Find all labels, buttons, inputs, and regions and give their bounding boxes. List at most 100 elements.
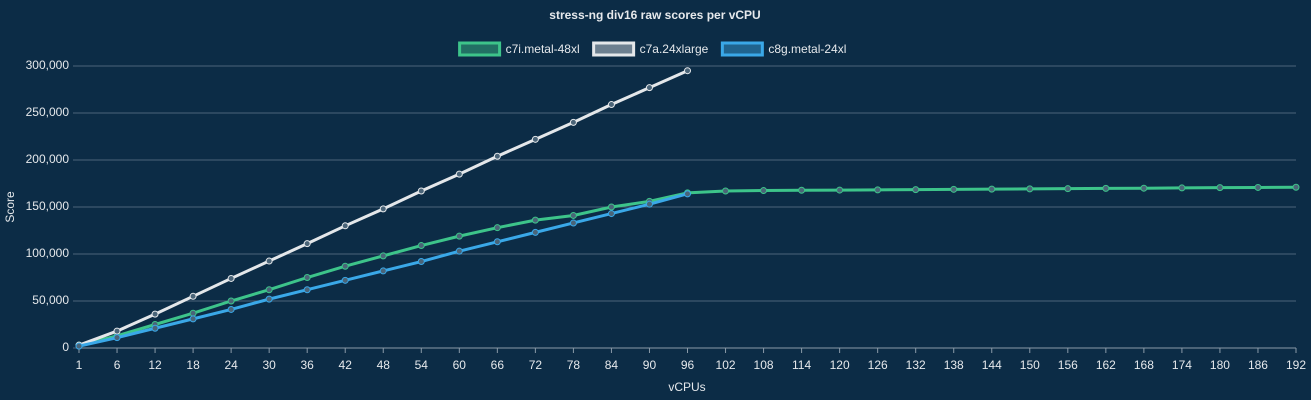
x-tick-label: 66 — [491, 358, 505, 372]
data-point — [1254, 183, 1262, 191]
data-point — [1292, 183, 1300, 191]
data-point — [569, 219, 577, 227]
x-tick-label: 36 — [301, 358, 315, 372]
x-tick-label: 168 — [1134, 358, 1154, 372]
x-tick-label: 192 — [1286, 358, 1306, 372]
data-point — [684, 190, 691, 198]
data-point — [798, 186, 806, 194]
x-tick-label: 54 — [415, 358, 429, 372]
x-tick-label: 138 — [944, 358, 964, 372]
data-point — [684, 67, 691, 75]
x-tick-label: 144 — [982, 358, 1002, 372]
data-point — [493, 238, 501, 246]
x-tick-label: 60 — [453, 358, 467, 372]
x-tick-label: 18 — [186, 358, 200, 372]
legend-swatch[interactable] — [592, 41, 636, 57]
data-point — [227, 297, 235, 305]
x-tick-label: 108 — [754, 358, 774, 372]
legend-swatch[interactable] — [720, 41, 764, 57]
data-point — [379, 252, 387, 260]
data-point — [912, 186, 920, 194]
data-point — [493, 152, 501, 160]
data-point — [151, 324, 159, 332]
data-point — [379, 267, 387, 275]
x-tick-label: 30 — [262, 358, 276, 372]
data-point — [760, 187, 768, 195]
x-tick-label: 78 — [567, 358, 581, 372]
legend-label[interactable]: c7i.metal-48xl — [506, 42, 580, 56]
legend-label[interactable]: c8g.metal-24xl — [768, 42, 846, 56]
data-point — [189, 292, 197, 300]
data-point — [417, 242, 425, 250]
data-point — [265, 257, 273, 265]
data-point — [379, 205, 387, 213]
data-point — [1064, 185, 1072, 193]
y-tick-label: 100,000 — [26, 246, 70, 260]
data-point — [722, 187, 730, 195]
x-tick-label: 84 — [605, 358, 619, 372]
data-point — [988, 185, 996, 193]
data-point — [836, 186, 844, 194]
data-point — [531, 228, 539, 236]
data-point — [265, 295, 273, 303]
data-point — [303, 240, 311, 248]
x-tick-label: 126 — [868, 358, 888, 372]
x-tick-label: 162 — [1096, 358, 1116, 372]
data-point — [531, 216, 539, 224]
data-point — [75, 342, 83, 350]
chart-title: stress-ng div16 raw scores per vCPU — [549, 8, 760, 22]
legend-label[interactable]: c7a.24xlarge — [640, 42, 709, 56]
x-tick-label: 96 — [681, 358, 695, 372]
x-tick-label: 1 — [76, 358, 83, 372]
data-point — [1140, 184, 1148, 192]
data-point — [950, 185, 958, 193]
y-tick-label: 50,000 — [32, 293, 69, 307]
x-tick-label: 186 — [1248, 358, 1268, 372]
data-point — [417, 187, 425, 195]
x-tick-label: 132 — [906, 358, 926, 372]
x-tick-label: 48 — [377, 358, 391, 372]
data-point — [1178, 184, 1186, 192]
data-point — [531, 135, 539, 143]
legend-swatch[interactable] — [458, 41, 502, 57]
data-point — [455, 247, 463, 255]
data-point — [569, 118, 577, 126]
data-point — [341, 222, 349, 230]
data-point — [341, 262, 349, 270]
data-point — [455, 232, 463, 240]
data-point — [645, 84, 653, 92]
x-tick-label: 150 — [1020, 358, 1040, 372]
data-point — [227, 274, 235, 282]
y-tick-label: 150,000 — [26, 199, 70, 213]
x-tick-label: 120 — [830, 358, 850, 372]
x-axis-label: vCPUs — [668, 380, 705, 394]
y-tick-label: 0 — [62, 340, 69, 354]
data-point — [113, 334, 121, 342]
data-point — [341, 276, 349, 284]
data-point — [1216, 184, 1224, 192]
data-point — [455, 170, 463, 178]
data-point — [265, 286, 273, 294]
x-tick-label: 180 — [1210, 358, 1230, 372]
y-tick-label: 250,000 — [26, 105, 70, 119]
x-tick-label: 6 — [114, 358, 121, 372]
data-point — [607, 101, 615, 109]
x-tick-label: 24 — [224, 358, 238, 372]
data-point — [227, 305, 235, 313]
x-tick-label: 90 — [643, 358, 657, 372]
data-point — [569, 211, 577, 219]
data-point — [151, 310, 159, 318]
data-point — [113, 327, 121, 335]
x-tick-label: 156 — [1058, 358, 1078, 372]
data-point — [417, 258, 425, 266]
x-tick-label: 174 — [1172, 358, 1192, 372]
data-point — [303, 274, 311, 281]
data-point — [1102, 184, 1110, 192]
x-tick-label: 114 — [792, 358, 811, 372]
data-point — [189, 309, 197, 317]
data-point — [303, 286, 311, 294]
data-point — [189, 315, 197, 323]
x-tick-label: 12 — [148, 358, 162, 372]
